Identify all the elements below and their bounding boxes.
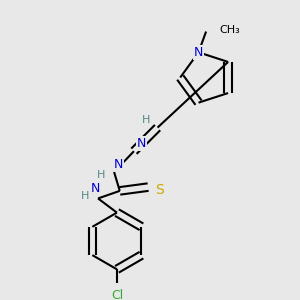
Text: H: H (81, 190, 89, 201)
Text: N: N (137, 137, 146, 150)
Text: S: S (155, 183, 164, 197)
Text: H: H (97, 170, 105, 180)
Text: N: N (91, 182, 100, 196)
Text: H: H (142, 115, 150, 125)
Text: CH₃: CH₃ (219, 25, 240, 34)
Text: N: N (114, 158, 124, 171)
Text: N: N (194, 46, 203, 59)
Text: Cl: Cl (111, 289, 123, 300)
